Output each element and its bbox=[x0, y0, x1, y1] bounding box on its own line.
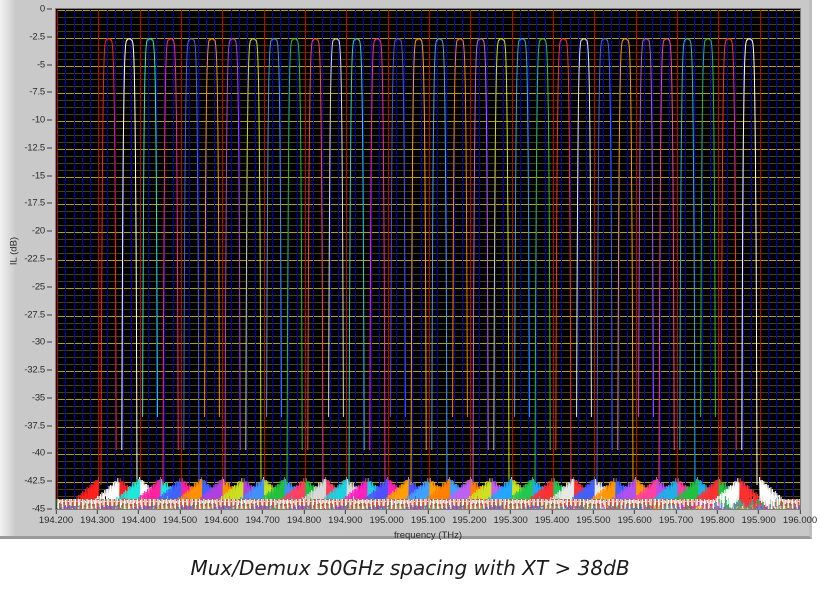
channel-trace bbox=[103, 489, 106, 504]
y-tick-label: 0 bbox=[40, 4, 52, 15]
channel-trace bbox=[204, 38, 220, 418]
channel-trace bbox=[165, 489, 168, 504]
y-tick-label: -30 bbox=[32, 337, 52, 348]
y-tick-label: -27.5 bbox=[24, 309, 52, 320]
y-axis-label: IL (dB) bbox=[8, 236, 20, 266]
y-tick-label: -2.5 bbox=[29, 31, 52, 42]
plot-frame bbox=[55, 8, 801, 510]
channel-trace bbox=[267, 490, 270, 503]
y-tick-label: -12.5 bbox=[24, 142, 52, 153]
y-tick-label: -15 bbox=[32, 170, 52, 181]
y-tick-label: -17.5 bbox=[24, 198, 52, 209]
y-tick-label: -37.5 bbox=[24, 420, 52, 431]
channel-trace bbox=[270, 486, 274, 509]
channel-trace bbox=[170, 477, 182, 509]
channel-trace bbox=[232, 477, 244, 509]
channel-trace bbox=[168, 488, 171, 506]
channel-trace bbox=[84, 486, 88, 509]
y-tick-label: -40 bbox=[32, 448, 52, 459]
channel-trace bbox=[108, 477, 120, 509]
y-tick-label: -7.5 bbox=[29, 87, 52, 98]
channel-trace bbox=[106, 488, 109, 506]
y-tick-label: -45 bbox=[32, 504, 52, 515]
channel-trace bbox=[248, 489, 251, 502]
channel-trace bbox=[162, 38, 179, 486]
channel-trace bbox=[100, 38, 117, 486]
y-tick-label: -22.5 bbox=[24, 254, 52, 265]
channel-trace bbox=[167, 488, 170, 501]
channel-trace bbox=[81, 490, 84, 503]
channel-trace bbox=[142, 38, 158, 418]
channel-trace bbox=[105, 488, 108, 501]
channel-trace bbox=[208, 486, 212, 509]
y-axis: 0 -2.5 -5 -7.5 -10 -12.5 -15 -17.5 -20 -22.5 -25 -2… bbox=[0, 4, 55, 515]
y-tick-label: -32.5 bbox=[24, 365, 52, 376]
channel-trace bbox=[266, 38, 282, 418]
channel-trace bbox=[227, 489, 230, 504]
y-tick-label: -10 bbox=[32, 115, 52, 126]
channel-trace bbox=[229, 488, 232, 501]
channel-trace bbox=[121, 38, 138, 486]
channel-trace bbox=[146, 486, 150, 509]
y-tick-label: -25 bbox=[32, 281, 52, 292]
channel-trace bbox=[230, 488, 233, 506]
channel-trace bbox=[224, 38, 241, 486]
channel-trace bbox=[183, 38, 200, 486]
channel-trace bbox=[124, 489, 127, 502]
channel-trace bbox=[205, 490, 208, 503]
channel-trace bbox=[143, 490, 146, 503]
channel-trace bbox=[186, 489, 189, 502]
y-tick-label: -35 bbox=[32, 392, 52, 403]
channel-trace bbox=[245, 38, 262, 486]
y-tick-label: -20 bbox=[32, 226, 52, 237]
plot-area[interactable] bbox=[56, 9, 800, 509]
channel-trace bbox=[286, 38, 303, 486]
y-tick-label: -42.5 bbox=[24, 476, 52, 487]
y-tick-label: -5 bbox=[37, 59, 52, 70]
instrument-panel: 0 -2.5 -5 -7.5 -10 -12.5 -15 -17.5 -20 -22.5 -25 -2… bbox=[0, 0, 817, 541]
